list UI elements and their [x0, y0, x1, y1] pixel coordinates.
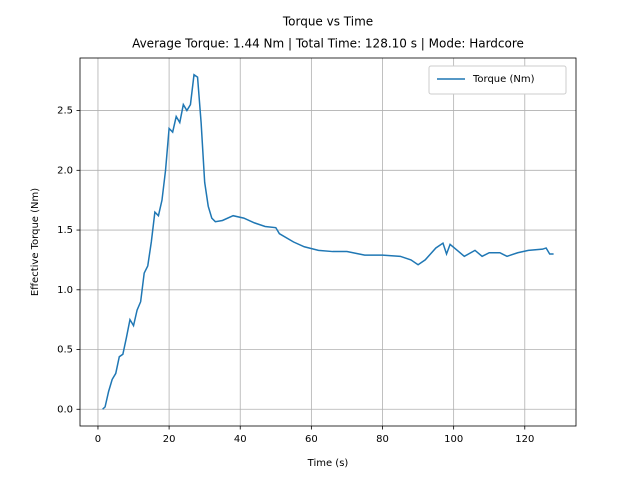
chart-subtitle: Average Torque: 1.44 Nm | Total Time: 12… [132, 37, 524, 51]
line-series [102, 73, 554, 410]
x-tick-label: 40 [234, 434, 247, 445]
x-tick-label: 20 [163, 434, 176, 445]
x-tick-label: 60 [305, 434, 318, 445]
x-tick-label: 0 [95, 434, 101, 445]
y-tick-label: 2.0 [57, 165, 73, 176]
x-tick-label: 80 [376, 434, 389, 445]
y-tick-label: 1.0 [57, 285, 73, 296]
y-tick-label: 0.5 [57, 345, 73, 356]
x-tick-label: 120 [515, 434, 534, 445]
y-tick-label: 2.5 [57, 106, 73, 117]
plot-frame [79, 57, 577, 427]
legend-label: Torque (Nm) [472, 74, 535, 85]
y-tick-label: 0.0 [57, 404, 73, 415]
legend-box [428, 65, 567, 95]
y-tick-label: 1.5 [57, 225, 73, 236]
y-axis-label: Effective Torque (Nm) [30, 188, 41, 296]
x-axis-label: Time (s) [307, 458, 349, 469]
chart-title: Torque vs Time [282, 15, 373, 29]
x-tick-label: 100 [444, 434, 463, 445]
